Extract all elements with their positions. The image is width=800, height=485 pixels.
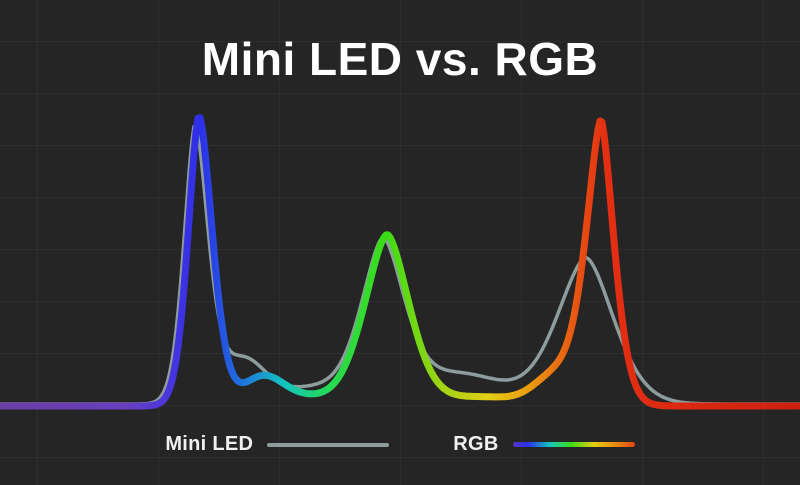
legend-item-rgb: RGB xyxy=(453,433,635,456)
legend-swatch-rgb xyxy=(512,442,635,447)
legend-swatch-mini-led xyxy=(267,442,390,447)
chart-legend: Mini LED RGB xyxy=(0,433,800,456)
legend-item-mini-led: Mini LED xyxy=(165,433,390,456)
legend-label-mini-led: Mini LED xyxy=(165,433,254,455)
rgb-curve xyxy=(0,114,800,410)
chart-title: Mini LED vs. RGB xyxy=(201,33,599,85)
legend-label-rgb: RGB xyxy=(453,433,499,455)
